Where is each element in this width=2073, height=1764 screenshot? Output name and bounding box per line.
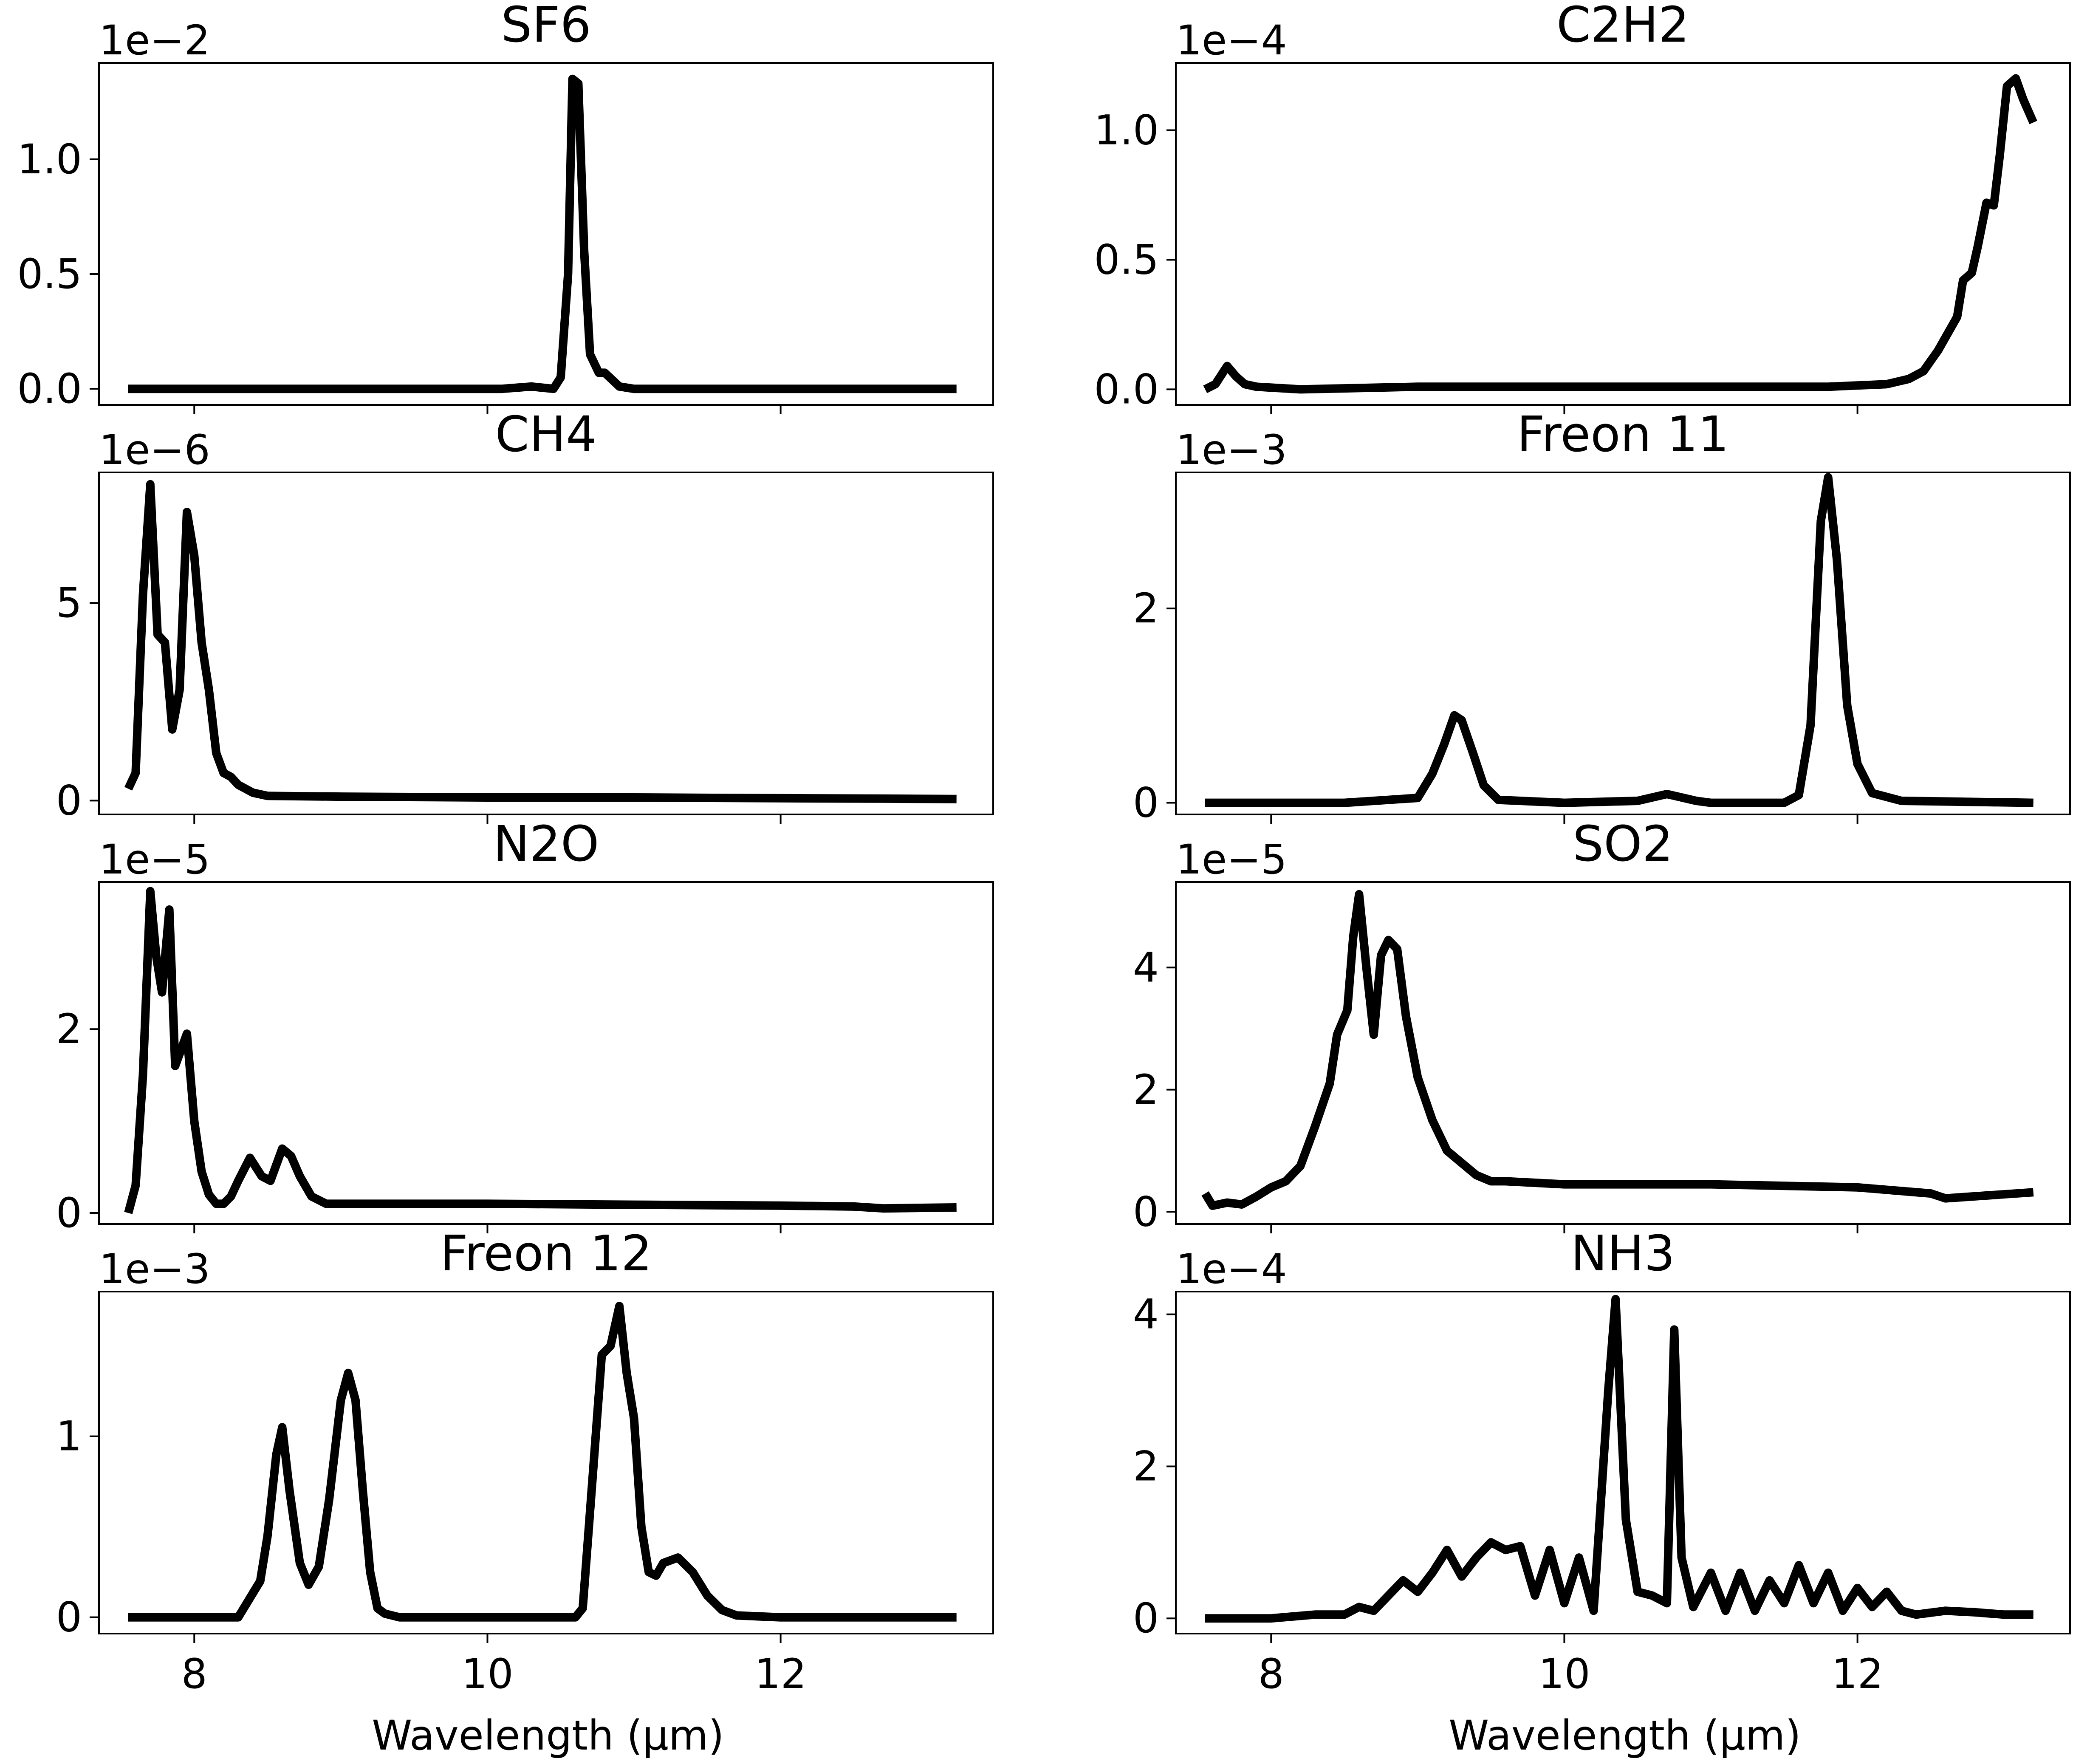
x-tick-label: 10 [461, 1650, 513, 1698]
plot-frame-so2 [1175, 881, 2071, 1225]
scale-label-freon-11: 1e−3 [1176, 426, 1287, 474]
scale-label-c2h2: 1e−4 [1176, 17, 1287, 64]
series-line-freon-11 [1205, 473, 2033, 807]
panels: 0.0 0.5 1.0 1e−2 SF6 0.0 0.5 1.0 1e−4 C2H2 0 5 1e−6 C… [17, 0, 2071, 1698]
scale-label-ch4: 1e−6 [99, 426, 210, 474]
y-tick-label: 2 [1133, 1066, 1159, 1114]
plot-frame-n2o [98, 881, 994, 1225]
y-tick-label: 0.0 [1094, 365, 1159, 413]
series-line-freon-12 [128, 1302, 957, 1622]
scale-label-so2: 1e−5 [1176, 836, 1287, 883]
y-tick-label: 1.0 [1094, 107, 1159, 154]
chart-title-c2h2: C2H2 [1556, 0, 1689, 54]
chart-freon-11: 0 2 1e−3 Freon 11 [1133, 406, 2071, 827]
y-tick-label: 1.0 [17, 136, 82, 183]
y-tick-label: 0 [1133, 779, 1159, 827]
chart-title-sf6: SF6 [501, 0, 591, 54]
y-tick-label: 5 [56, 579, 82, 627]
y-tick-label: 0 [1133, 1188, 1159, 1235]
chart-title-so2: SO2 [1573, 816, 1673, 873]
x-tick-label: 12 [1832, 1650, 1884, 1698]
chart-so2: 0 2 4 1e−5 SO2 [1133, 816, 2071, 1235]
series-line-so2 [1201, 890, 2034, 1210]
y-tick-label: 0.5 [1094, 236, 1159, 283]
y-tick-label: 0.0 [17, 365, 82, 413]
y-tick-label: 0 [56, 1189, 82, 1237]
chart-title-freon-11: Freon 11 [1517, 406, 1729, 463]
series-line-ch4 [124, 480, 957, 803]
scale-label-sf6: 1e−2 [99, 17, 210, 64]
y-tick-label: 0 [1133, 1594, 1159, 1642]
series-line-sf6 [128, 74, 957, 393]
x-tick-label: 8 [1258, 1650, 1284, 1698]
y-tick-label: 2 [1133, 585, 1159, 632]
chart-n2o: 0 2 1e−5 N2O [56, 816, 994, 1237]
y-tick-label: 0 [56, 1594, 82, 1641]
scale-label-n2o: 1e−5 [99, 836, 210, 883]
plot-frame-freon-12 [98, 1291, 994, 1634]
plot-frame-sf6 [98, 62, 994, 406]
y-tick-label: 0 [56, 777, 82, 824]
x-tick-label: 12 [755, 1650, 807, 1698]
chart-ch4: 0 5 1e−6 CH4 [56, 406, 994, 824]
plot-frame-ch4 [98, 472, 994, 815]
y-tick-label: 4 [1133, 944, 1159, 991]
x-tick-label: 8 [181, 1650, 207, 1698]
chart-c2h2: 0.0 0.5 1.0 1e−4 C2H2 [1094, 0, 2071, 414]
chart-title-freon-12: Freon 12 [440, 1225, 652, 1282]
chart-title-ch4: CH4 [495, 406, 597, 463]
plot-frame-c2h2 [1175, 62, 2071, 406]
x-axis-label-right: Wavelength (μm) [1449, 1712, 1801, 1759]
scale-label-nh3: 1e−4 [1176, 1245, 1287, 1293]
chart-title-n2o: N2O [493, 816, 599, 873]
series-line-c2h2 [1203, 74, 2037, 394]
chart-title-nh3: NH3 [1571, 1225, 1675, 1282]
series-line-nh3 [1205, 1295, 2033, 1623]
y-tick-label: 4 [1133, 1291, 1159, 1338]
plot-frame-nh3 [1175, 1291, 2071, 1634]
chart-freon-12: 0 1 8 10 12 1e−3 Freon 12 [56, 1225, 994, 1698]
x-tick-label: 10 [1538, 1650, 1590, 1698]
scale-label-freon-12: 1e−3 [99, 1245, 210, 1293]
y-tick-label: 2 [1133, 1442, 1159, 1490]
chart-nh3: 0 2 4 8 10 12 1e−4 NH3 [1133, 1225, 2071, 1698]
y-tick-label: 1 [56, 1413, 82, 1460]
y-tick-label: 0.5 [17, 250, 82, 298]
chart-sf6: 0.0 0.5 1.0 1e−2 SF6 [17, 0, 994, 414]
plot-frame-freon-11 [1175, 472, 2071, 815]
x-axis-label-left: Wavelength (μm) [372, 1712, 724, 1759]
y-tick-label: 2 [56, 1005, 82, 1053]
series-line-n2o [124, 887, 957, 1214]
